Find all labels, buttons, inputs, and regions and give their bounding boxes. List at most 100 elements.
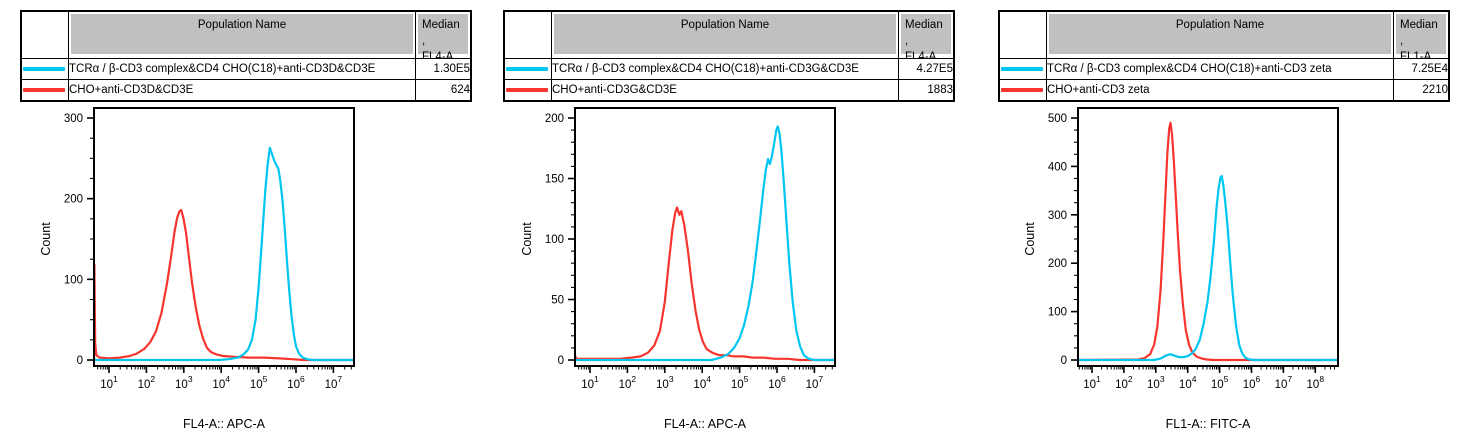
x-tick-label: 104 — [1179, 374, 1197, 391]
median-value: 1883 — [898, 79, 955, 102]
y-tick-label: 300 — [1048, 210, 1067, 222]
median-value: 4.27E5 — [898, 58, 955, 80]
table-row: CHO+anti-CD3 zeta 2210 — [998, 79, 1450, 102]
median-value: 1.30E5 — [415, 58, 472, 80]
histogram-plot: 0 100 200 300 400 500 101 102 103 104 105 106 107 108… — [990, 105, 1457, 448]
population-name: CHO+anti-CD3 zeta — [1046, 79, 1394, 102]
x-tick-label: 101 — [100, 374, 118, 391]
table-row: CHO+anti-CD3G&CD3E 1883 — [503, 79, 955, 102]
swatch-header-cell — [20, 10, 69, 59]
population-name: TCRα / β-CD3 complex&CD4 CHO(C18)+anti-C… — [551, 58, 899, 80]
panel-anti-cd3g-cd3e: Population Name Median , FL4-A TCRα / β-C… — [495, 0, 965, 446]
population-name-header: Population Name — [1049, 14, 1391, 54]
median-value: 7.25E4 — [1393, 58, 1450, 80]
x-tick-label: 102 — [1115, 374, 1133, 391]
median-value: 624 — [415, 79, 472, 102]
x-tick-label: 105 — [250, 374, 268, 391]
plot-frame — [574, 107, 836, 367]
x-tick-label: 107 — [1275, 374, 1293, 391]
y-tick-label: 200 — [1048, 258, 1067, 270]
series-swatch-red — [1001, 88, 1043, 92]
histogram-curve — [1079, 121, 1337, 362]
table-row: TCRα / β-CD3 complex&CD4 CHO(C18)+anti-C… — [503, 58, 955, 80]
y-axis-label: Count — [39, 222, 53, 256]
x-tick-label: 101 — [1083, 374, 1101, 391]
x-axis-label: FL1-A:: FITC-A — [1166, 417, 1251, 431]
x-tick-label: 105 — [1211, 374, 1229, 391]
y-tick-label: 0 — [77, 355, 83, 367]
x-tick-label: 108 — [1307, 374, 1325, 391]
y-tick-label: 150 — [545, 174, 564, 186]
y-tick-label: 500 — [1048, 113, 1067, 125]
y-axis-label: Count — [520, 222, 534, 256]
y-tick-label: 300 — [64, 113, 83, 125]
median-value: 2210 — [1393, 79, 1450, 102]
panel-anti-cd3-zeta: Population Name Median , FL1-A TCRα / β-C… — [990, 0, 1457, 446]
y-tick-label: 0 — [1061, 355, 1067, 367]
series-swatch-red — [23, 88, 65, 92]
y-axis-label: Count — [1023, 222, 1037, 256]
x-tick-label: 101 — [581, 374, 599, 391]
series-swatch-cyan — [506, 67, 548, 71]
population-stats-table: Population Name Median , FL4-A TCRα / β-C… — [20, 10, 472, 102]
table-header-row: Population Name Median , FL1-A — [998, 10, 1450, 59]
panel-anti-cd3d-cd3e: Population Name Median , FL4-A TCRα / β-C… — [12, 0, 482, 446]
population-name: CHO+anti-CD3D&CD3E — [68, 79, 416, 102]
y-tick-label: 400 — [1048, 161, 1067, 173]
x-tick-label: 104 — [212, 374, 230, 391]
plot-frame — [1077, 107, 1339, 367]
swatch-header-cell — [503, 10, 552, 59]
x-tick-label: 103 — [175, 374, 193, 391]
histogram-curve — [576, 206, 834, 362]
table-row: TCRα / β-CD3 complex&CD4 CHO(C18)+anti-C… — [998, 58, 1450, 80]
y-tick-label: 200 — [64, 194, 83, 206]
median-header: Median , FL4-A — [418, 14, 468, 58]
x-tick-label: 105 — [731, 374, 749, 391]
x-tick-label: 104 — [693, 374, 711, 391]
x-tick-label: 102 — [619, 374, 637, 391]
x-tick-label: 106 — [1243, 374, 1261, 391]
x-tick-label: 103 — [656, 374, 674, 391]
y-tick-label: 0 — [558, 355, 564, 367]
x-tick-label: 107 — [325, 374, 343, 391]
median-header: Median , FL4-A — [901, 14, 951, 58]
y-tick-label: 100 — [545, 234, 564, 246]
population-name: TCRα / β-CD3 complex&CD4 CHO(C18)+anti-C… — [1046, 58, 1394, 80]
x-tick-label: 106 — [768, 374, 786, 391]
table-header-row: Population Name Median , FL4-A — [503, 10, 955, 59]
population-name-header: Population Name — [71, 14, 413, 54]
series-swatch-cyan — [23, 67, 65, 71]
y-tick-label: 100 — [64, 274, 83, 286]
histogram-curve — [95, 146, 353, 362]
x-axis-label: FL4-A:: APC-A — [183, 417, 266, 431]
series-swatch-red — [506, 88, 548, 92]
histogram-svg: 0 100 200 300 400 500 101 102 103 104 105 106 107 108… — [1023, 107, 1339, 431]
y-tick-label: 50 — [551, 295, 564, 307]
median-header: Median , FL1-A — [1396, 14, 1446, 58]
population-name: CHO+anti-CD3G&CD3E — [551, 79, 899, 102]
swatch-header-cell — [998, 10, 1047, 59]
histogram-curve — [576, 125, 834, 362]
population-stats-table: Population Name Median , FL4-A TCRα / β-C… — [503, 10, 955, 102]
table-row: CHO+anti-CD3D&CD3E 624 — [20, 79, 472, 102]
table-header-row: Population Name Median , FL4-A — [20, 10, 472, 59]
population-name: TCRα / β-CD3 complex&CD4 CHO(C18)+anti-C… — [68, 58, 416, 80]
plot-frame — [93, 107, 355, 367]
histogram-curve — [1079, 174, 1337, 362]
table-row: TCRα / β-CD3 complex&CD4 CHO(C18)+anti-C… — [20, 58, 472, 80]
population-stats-table: Population Name Median , FL1-A TCRα / β-C… — [998, 10, 1450, 102]
x-axis-label: FL4-A:: APC-A — [664, 417, 747, 431]
x-tick-label: 107 — [806, 374, 824, 391]
population-name-header: Population Name — [554, 14, 896, 54]
x-tick-label: 106 — [287, 374, 305, 391]
y-tick-label: 100 — [1048, 307, 1067, 319]
y-tick-label: 200 — [545, 113, 564, 125]
histogram-curve — [95, 208, 353, 362]
x-tick-label: 103 — [1147, 374, 1165, 391]
x-tick-label: 102 — [138, 374, 156, 391]
